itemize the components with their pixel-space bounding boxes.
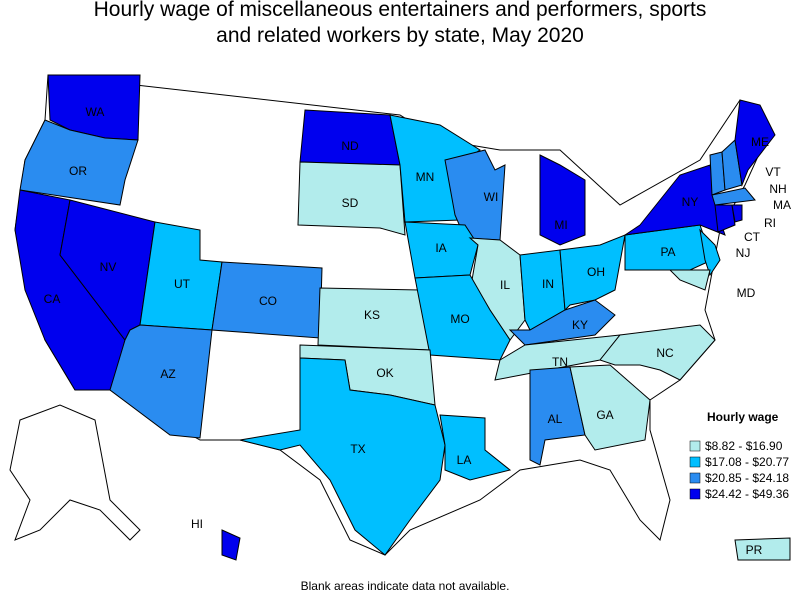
state-label: MO — [450, 312, 469, 326]
state-label: CO — [259, 294, 277, 308]
state-label: LA — [457, 453, 472, 467]
state-label: PR — [746, 543, 763, 557]
state — [559, 234, 626, 312]
state — [439, 414, 512, 481]
state-label: TN — [552, 355, 568, 369]
state — [711, 187, 756, 206]
legend-label: $17.08 - $20.77 — [705, 455, 789, 469]
state-label: HI — [191, 517, 203, 531]
state-label: CA — [44, 292, 61, 306]
state — [109, 324, 213, 439]
state-label: NV — [100, 260, 117, 274]
state — [668, 269, 711, 291]
state-label: WI — [484, 190, 499, 204]
state — [444, 149, 506, 241]
state-label: AZ — [160, 367, 175, 381]
state-label: MN — [416, 170, 435, 184]
state-label: NH — [769, 182, 786, 196]
legend: $8.82 - $16.90 $17.08 - $20.77 $20.85 - $2… — [689, 439, 789, 501]
state-label: NY — [682, 195, 699, 209]
state-label: MD — [737, 286, 756, 300]
state-label: WA — [86, 105, 105, 119]
state-label: NJ — [736, 246, 751, 260]
state-label: IL — [500, 278, 510, 292]
state-label: SD — [342, 196, 359, 210]
state — [19, 119, 139, 206]
state-label: OR — [69, 164, 87, 178]
legend-swatch — [689, 440, 701, 452]
legend-swatch — [689, 472, 701, 484]
state-label: CT — [744, 230, 761, 244]
state — [569, 364, 651, 451]
state-label: IA — [435, 241, 446, 255]
legend-title: Hourly wage — [707, 410, 779, 424]
state — [731, 204, 743, 223]
state — [539, 154, 586, 246]
legend-swatch — [689, 488, 701, 500]
state-label: ND — [341, 139, 359, 153]
states: WA OR CA NV UT AZ CO ND SD MN WI IA IL IN OH MI KS MO OK TX… — [14, 74, 791, 561]
state-label: GA — [596, 408, 613, 422]
state — [734, 537, 791, 561]
state — [699, 228, 721, 277]
state-label: OK — [376, 366, 393, 380]
state — [714, 204, 736, 233]
state-label: OH — [587, 265, 605, 279]
state-label: KY — [572, 318, 588, 332]
state-label: RI — [764, 216, 776, 230]
legend-label: $24.42 - $49.36 — [705, 487, 789, 501]
state-label: VT — [765, 165, 781, 179]
state-label: IN — [542, 277, 554, 291]
note: Blank areas indicate data not available. — [301, 579, 510, 593]
state-label: MA — [773, 198, 791, 212]
state-label: PA — [660, 245, 675, 259]
state-label: KS — [364, 308, 380, 322]
legend-swatch — [689, 456, 701, 468]
map-title: Hourly wage of miscellaneous entertainer… — [94, 0, 707, 47]
state — [299, 109, 401, 166]
state-label: TX — [350, 442, 365, 456]
state — [221, 529, 241, 561]
state — [404, 221, 479, 279]
state — [239, 357, 446, 556]
state-label: MI — [554, 218, 567, 232]
legend-label: $20.85 - $24.18 — [705, 471, 789, 485]
legend-label: $8.82 - $16.90 — [705, 439, 783, 453]
state-label: ME — [751, 135, 769, 149]
state — [734, 99, 776, 187]
state — [297, 161, 406, 236]
state-label: NC — [656, 346, 674, 360]
alaska — [9, 404, 141, 541]
state-label: AL — [548, 412, 563, 426]
state-label: UT — [174, 277, 191, 291]
state — [599, 324, 716, 381]
